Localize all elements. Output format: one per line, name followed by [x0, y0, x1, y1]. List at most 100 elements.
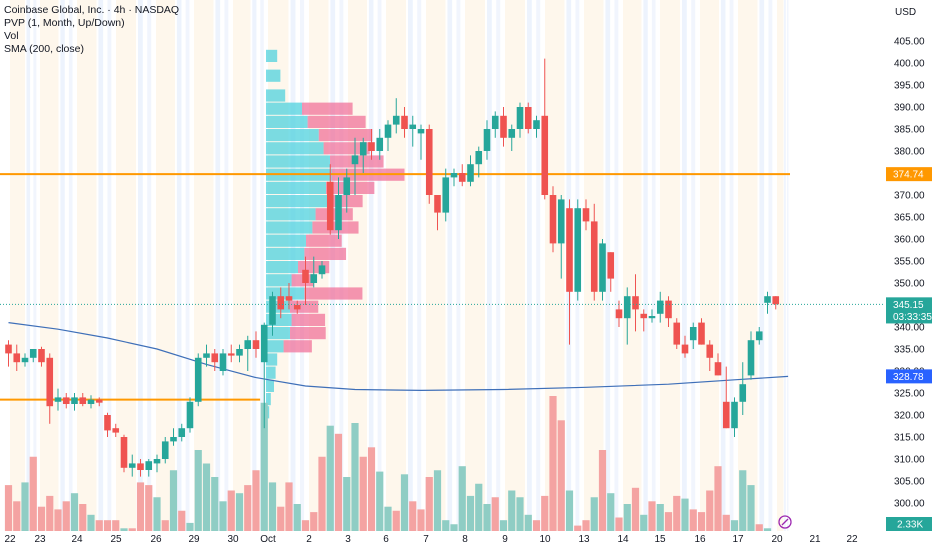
date-axis[interactable]: 22 23 24 25 26 29 30 Oct 2 3 6 7 8 9 10 13 14 15 16 17 20 21 2… — [4, 534, 858, 545]
candle[interactable] — [706, 340, 714, 371]
candle[interactable] — [5, 340, 12, 367]
candle[interactable] — [277, 287, 285, 319]
replay-icon[interactable] — [778, 515, 792, 529]
candle[interactable] — [62, 393, 70, 409]
candle[interactable] — [425, 124, 433, 204]
candle[interactable] — [648, 309, 656, 323]
candle[interactable] — [409, 115, 417, 147]
candle[interactable] — [632, 274, 639, 332]
countdown-tag[interactable]: 03:33:35 — [886, 309, 932, 324]
candle[interactable] — [302, 256, 309, 305]
candle[interactable] — [541, 58, 549, 200]
candle[interactable] — [392, 98, 400, 134]
sma-price-tag[interactable]: 328.78 — [886, 369, 932, 384]
candle[interactable] — [310, 256, 318, 288]
candle[interactable] — [87, 395, 95, 409]
indicator-vol-label[interactable]: Vol — [4, 30, 19, 42]
candle[interactable] — [458, 164, 466, 187]
candle[interactable] — [590, 203, 598, 301]
last-price-tag[interactable]: 345.15 — [886, 297, 932, 312]
candle[interactable] — [656, 291, 664, 323]
candle[interactable] — [698, 318, 705, 345]
symbol-title[interactable]: Coinbase Global, Inc. · 4h · NASDAQ — [4, 4, 180, 16]
candle[interactable] — [500, 107, 507, 147]
candle[interactable] — [29, 349, 37, 363]
candle[interactable] — [203, 344, 210, 367]
candle[interactable] — [557, 195, 565, 279]
candle[interactable] — [13, 344, 21, 371]
candle[interactable] — [186, 397, 194, 433]
currency-label[interactable]: USD — [895, 7, 916, 18]
candle[interactable] — [516, 102, 524, 138]
candle[interactable] — [343, 168, 351, 213]
candle[interactable] — [219, 349, 227, 376]
candle[interactable] — [582, 199, 590, 231]
candle[interactable] — [442, 168, 450, 222]
candle[interactable] — [236, 344, 243, 363]
candle[interactable] — [95, 397, 103, 407]
indicator-pvp-label[interactable]: PVP (1, Month, Up/Down) — [4, 17, 125, 29]
candle[interactable] — [170, 428, 177, 446]
candle[interactable] — [640, 309, 648, 332]
candle[interactable] — [145, 459, 153, 477]
candle[interactable] — [417, 124, 425, 160]
candle[interactable] — [54, 388, 62, 411]
candle[interactable] — [71, 393, 78, 411]
candle[interactable] — [104, 412, 111, 437]
candle[interactable] — [714, 353, 722, 376]
candle[interactable] — [318, 261, 326, 279]
candle[interactable] — [450, 168, 458, 187]
candle[interactable] — [549, 186, 557, 253]
candle[interactable] — [252, 331, 260, 358]
candle[interactable] — [755, 327, 763, 345]
candle[interactable] — [673, 318, 681, 349]
candle[interactable] — [153, 454, 161, 473]
candle[interactable] — [533, 115, 540, 138]
indicator-sma-label[interactable]: SMA (200, close) — [4, 43, 84, 55]
candle[interactable] — [79, 393, 87, 407]
candle[interactable] — [120, 434, 128, 473]
candle[interactable] — [599, 239, 606, 301]
candle[interactable] — [475, 146, 483, 178]
candle[interactable] — [244, 335, 252, 371]
candle[interactable] — [739, 362, 747, 415]
level-price-tag[interactable]: 374.74 — [886, 167, 932, 182]
candle[interactable] — [623, 287, 631, 345]
candle[interactable] — [747, 331, 755, 380]
volume-value-tag[interactable]: 2.33K — [886, 517, 932, 531]
candle[interactable] — [607, 252, 615, 292]
candle[interactable] — [359, 137, 367, 173]
candle[interactable] — [764, 291, 771, 314]
candle[interactable] — [376, 129, 384, 160]
candle[interactable] — [194, 353, 202, 407]
candle[interactable] — [722, 366, 730, 429]
candle[interactable] — [401, 107, 408, 138]
candle[interactable] — [293, 300, 301, 314]
candle[interactable] — [112, 423, 120, 437]
candle[interactable] — [38, 346, 45, 367]
candle[interactable] — [483, 120, 491, 160]
candle[interactable] — [21, 353, 29, 367]
candle[interactable] — [128, 454, 136, 477]
candle[interactable] — [615, 300, 623, 327]
candle[interactable] — [368, 129, 375, 160]
candle[interactable] — [772, 296, 780, 310]
candle[interactable] — [508, 124, 516, 151]
candle[interactable] — [524, 102, 532, 134]
candle[interactable] — [731, 397, 738, 437]
candle[interactable] — [227, 344, 235, 363]
candle[interactable] — [566, 199, 573, 345]
candle[interactable] — [46, 353, 54, 424]
candle[interactable] — [326, 164, 334, 235]
candle[interactable] — [269, 291, 276, 336]
candle[interactable] — [689, 322, 697, 349]
candle[interactable] — [335, 177, 342, 239]
candle[interactable] — [665, 296, 672, 327]
candle[interactable] — [178, 423, 186, 442]
candle[interactable] — [137, 459, 144, 477]
candle[interactable] — [434, 195, 441, 231]
candle[interactable] — [211, 349, 219, 371]
candle[interactable] — [491, 111, 499, 138]
